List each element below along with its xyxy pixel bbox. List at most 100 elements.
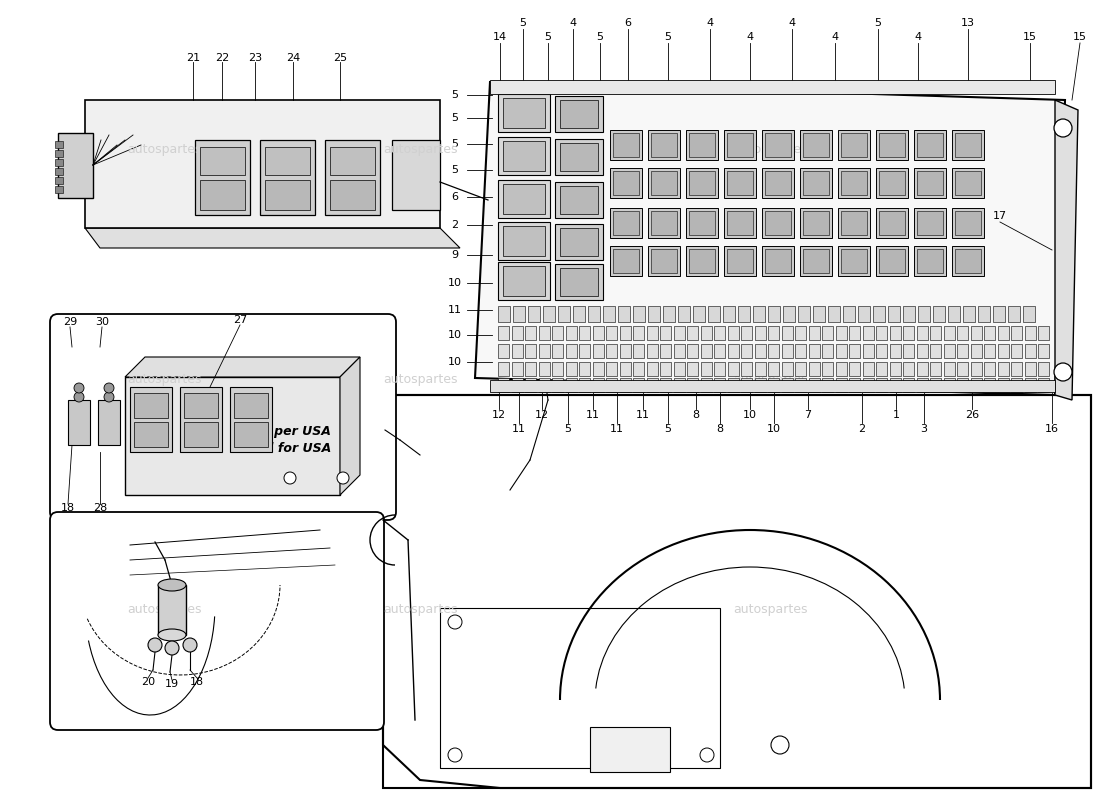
Bar [876, 168, 907, 198]
Bar [539, 326, 550, 340]
Bar [714, 378, 725, 392]
Bar [781, 378, 792, 392]
Bar [998, 362, 1009, 376]
Bar [539, 344, 550, 358]
Bar [134, 422, 168, 447]
Bar [727, 362, 738, 376]
Text: autospartes: autospartes [128, 374, 202, 386]
Bar [754, 306, 764, 322]
Circle shape [148, 638, 162, 652]
Bar [234, 393, 268, 418]
Bar [917, 133, 943, 157]
Text: 1: 1 [892, 410, 900, 420]
Bar [1011, 326, 1022, 340]
Bar [917, 249, 943, 273]
Bar [134, 393, 168, 418]
Bar [556, 139, 603, 175]
Bar [647, 326, 658, 340]
Bar [1038, 378, 1049, 392]
Bar [741, 378, 752, 392]
Bar [738, 306, 750, 322]
Bar [849, 344, 860, 358]
Bar [741, 344, 752, 358]
Circle shape [448, 615, 462, 629]
Bar [755, 378, 766, 392]
Bar [619, 362, 630, 376]
Bar [552, 378, 563, 392]
Bar [998, 378, 1009, 392]
Bar [560, 143, 598, 171]
Bar [764, 171, 791, 195]
Bar [688, 326, 698, 340]
Bar [768, 326, 779, 340]
Bar [593, 326, 604, 340]
Bar [648, 130, 680, 160]
Bar [184, 422, 218, 447]
Bar [888, 306, 900, 322]
Bar [565, 326, 576, 340]
Bar [781, 344, 792, 358]
Bar [440, 608, 720, 768]
Bar [890, 326, 901, 340]
Bar [838, 168, 870, 198]
Bar [890, 344, 901, 358]
Bar [764, 133, 791, 157]
Bar [862, 344, 873, 358]
Bar [918, 306, 930, 322]
Bar [808, 344, 820, 358]
Bar [822, 378, 833, 392]
Bar [879, 171, 905, 195]
Polygon shape [340, 357, 360, 495]
Bar [723, 306, 735, 322]
Polygon shape [85, 228, 460, 248]
Bar [768, 362, 779, 376]
Bar [528, 306, 540, 322]
Bar [525, 362, 536, 376]
Bar [930, 344, 940, 358]
Text: 18: 18 [190, 677, 205, 687]
Bar [1024, 344, 1035, 358]
Text: autospartes: autospartes [128, 603, 202, 617]
Bar [606, 362, 617, 376]
Bar [689, 171, 715, 195]
Bar [808, 362, 820, 376]
Bar [916, 326, 927, 340]
Text: 14: 14 [493, 32, 507, 42]
Bar [701, 362, 712, 376]
Bar [673, 378, 684, 392]
Bar [836, 362, 847, 376]
Bar [955, 211, 981, 235]
Bar [755, 344, 766, 358]
Text: 5: 5 [451, 139, 459, 149]
Bar [843, 306, 855, 322]
Bar [260, 140, 315, 215]
Bar [552, 326, 563, 340]
Bar [651, 249, 676, 273]
Bar [693, 306, 705, 322]
Bar [930, 326, 940, 340]
Bar [879, 249, 905, 273]
Bar [764, 211, 791, 235]
Bar [849, 378, 860, 392]
Bar [948, 306, 960, 322]
Bar [98, 400, 120, 445]
Bar [58, 133, 94, 198]
Bar [606, 326, 617, 340]
Bar [952, 168, 984, 198]
Bar [195, 140, 250, 215]
Bar [606, 378, 617, 392]
Bar [85, 100, 440, 228]
Bar [727, 326, 738, 340]
Bar [1038, 362, 1049, 376]
Bar [593, 362, 604, 376]
Bar [828, 306, 840, 322]
Text: 5: 5 [451, 113, 459, 123]
Bar [762, 130, 794, 160]
FancyBboxPatch shape [50, 512, 384, 730]
Bar [660, 344, 671, 358]
Bar [503, 98, 544, 128]
Text: Vale per USA: Vale per USA [240, 426, 330, 438]
Text: autospartes: autospartes [383, 603, 458, 617]
Text: 10: 10 [742, 410, 757, 420]
Bar [800, 130, 832, 160]
